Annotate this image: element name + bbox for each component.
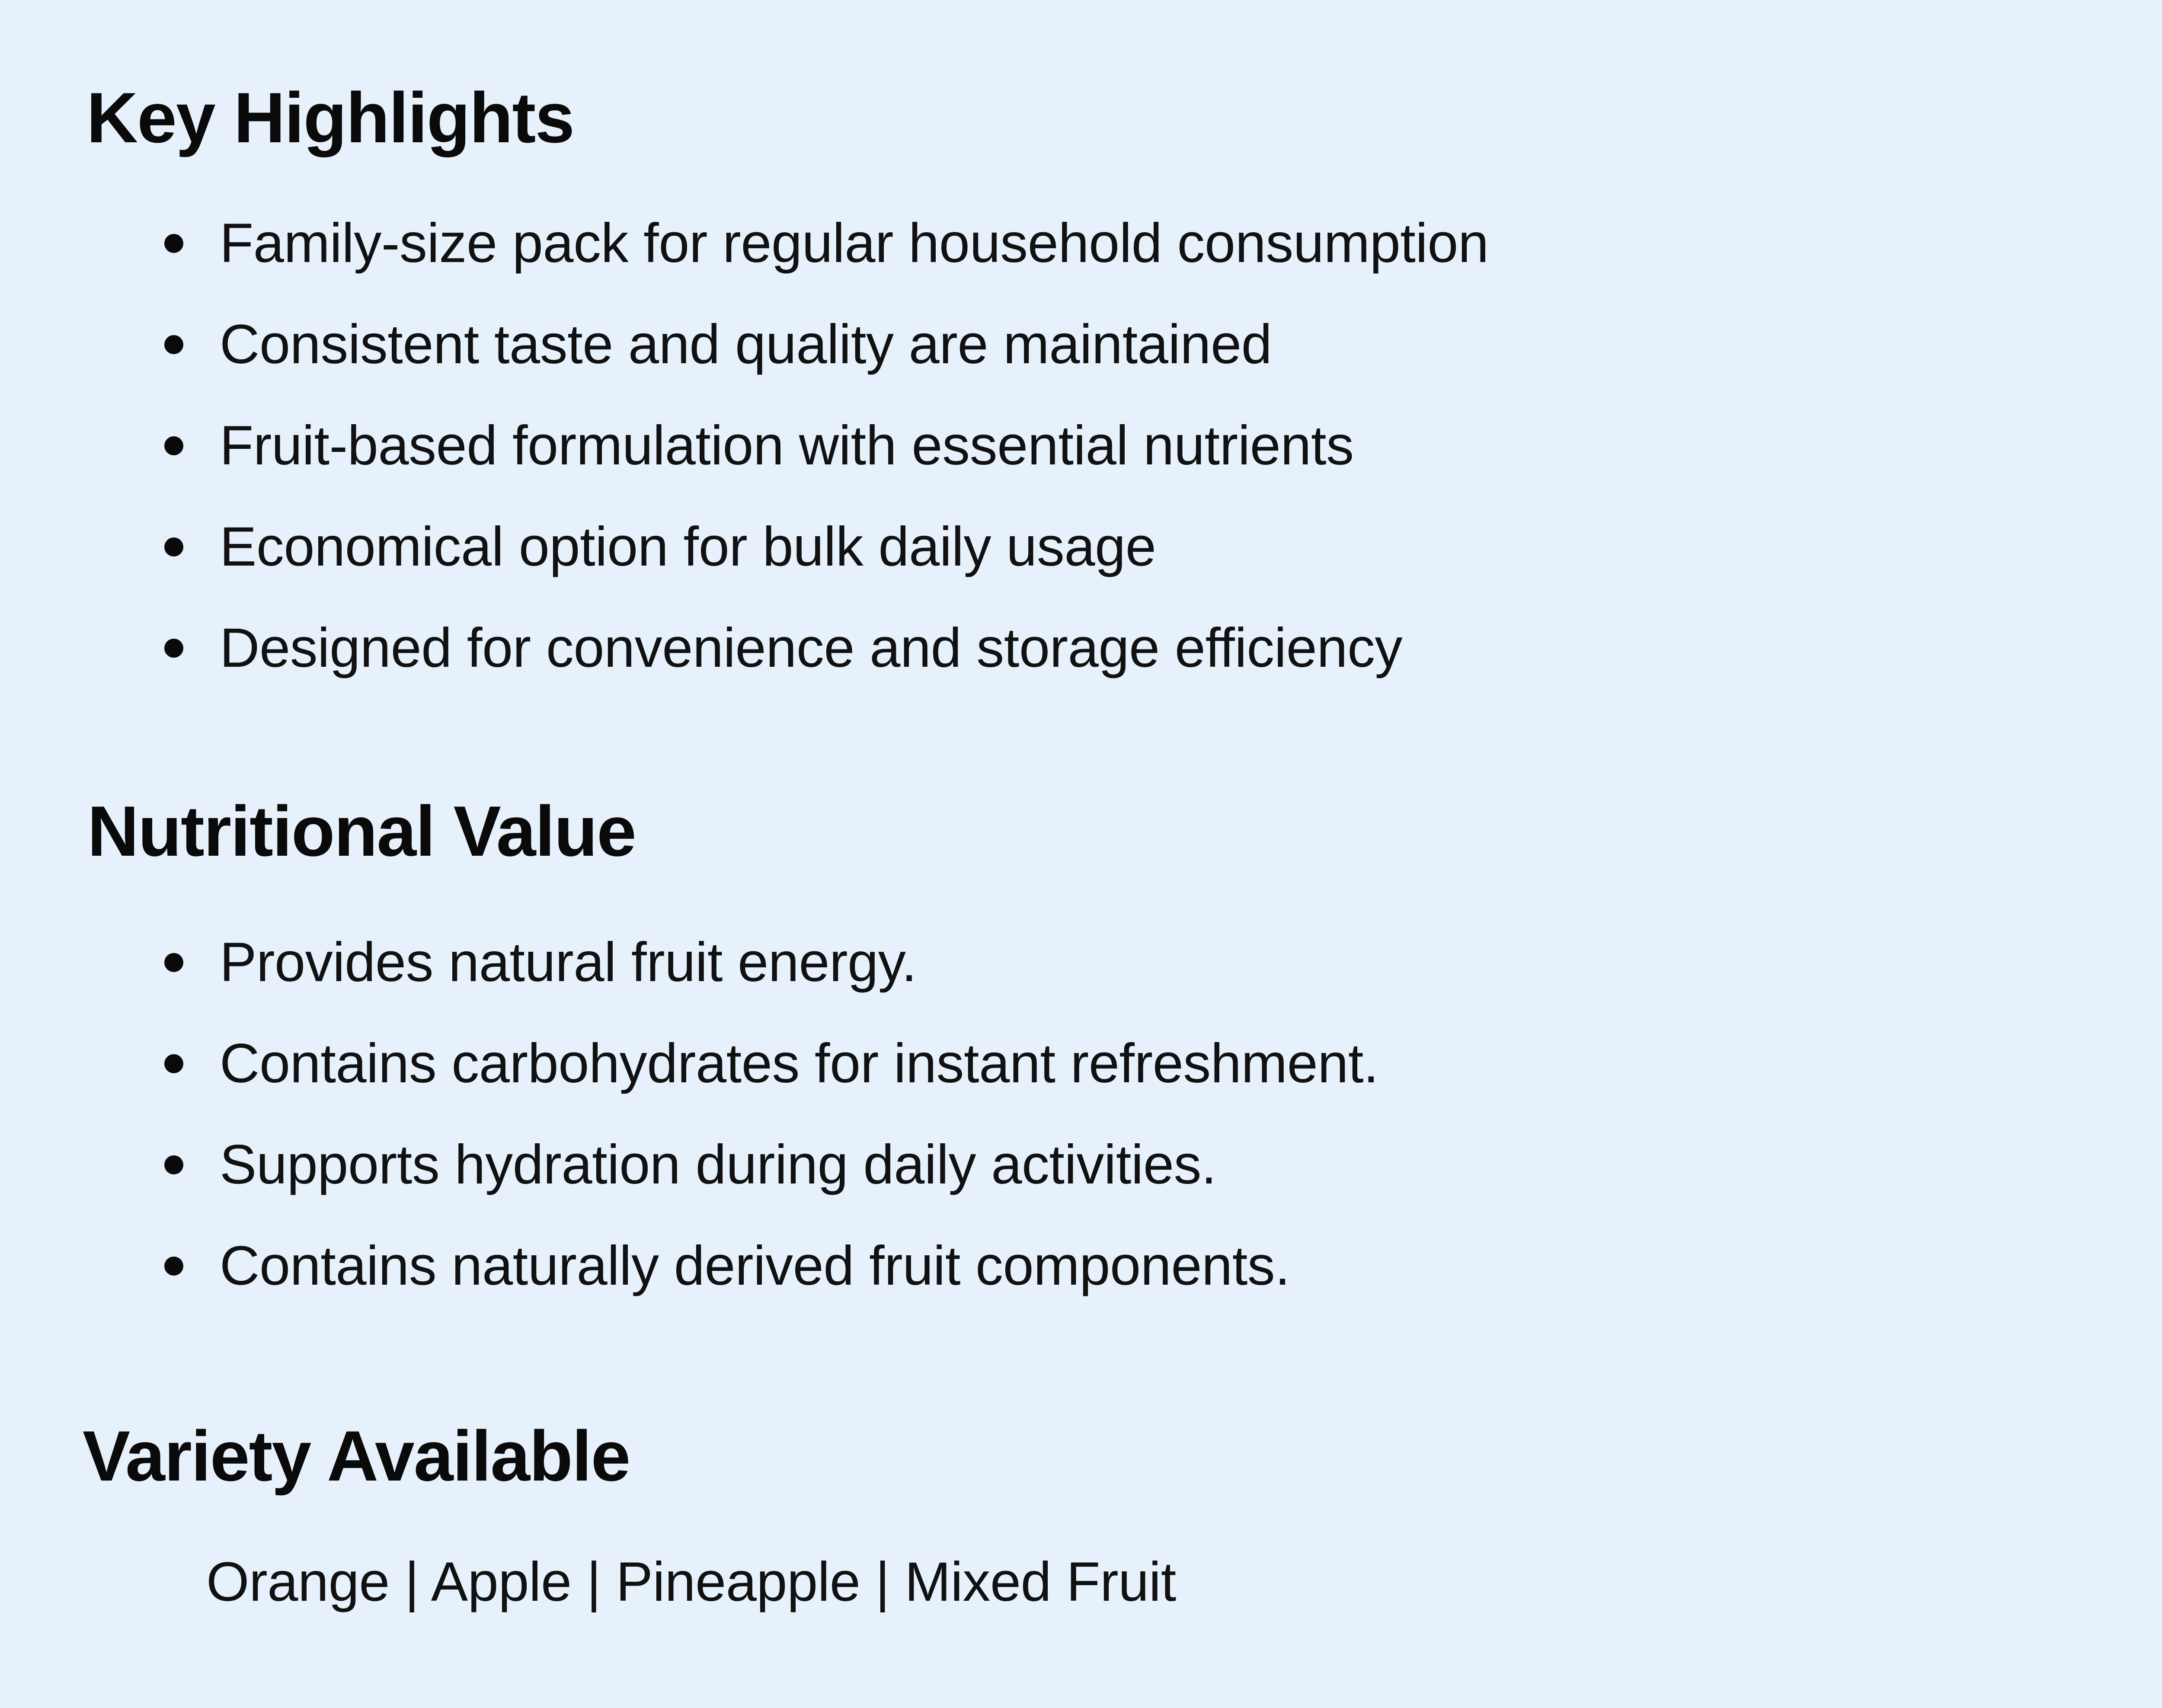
bullet-point-icon bbox=[164, 639, 183, 658]
bullet-point-icon bbox=[164, 234, 183, 253]
bullet-point-icon bbox=[164, 335, 183, 354]
list-item-label: Contains naturally derived fruit compone… bbox=[220, 1235, 1290, 1297]
list-item: Contains carbohydrates for instant refre… bbox=[97, 1013, 1379, 1114]
list-item: Supports hydration during daily activiti… bbox=[97, 1114, 1378, 1215]
list-item-label: Economical option for bulk daily usage bbox=[220, 516, 1156, 578]
list-item-label: Fruit-based formulation with essential n… bbox=[220, 415, 1354, 477]
section-heading-variety-available: Variety Available bbox=[83, 1416, 630, 1496]
bullet-list-key-highlights: Family-size pack for regular household c… bbox=[97, 193, 1489, 699]
list-item: Designed for convenience and storage eff… bbox=[97, 598, 1489, 699]
list-item-label: Consistent taste and quality are maintai… bbox=[220, 313, 1272, 375]
list-item: Fruit-based formulation with essential n… bbox=[97, 395, 1489, 496]
list-item: Provides natural fruit energy. bbox=[97, 912, 1378, 1013]
bullet-point-icon bbox=[164, 1054, 183, 1073]
section-heading-key-highlights: Key Highlights bbox=[86, 78, 575, 157]
bullet-list-nutritional-value: Provides natural fruit energy. Contains … bbox=[97, 912, 1379, 1317]
section-heading-nutritional-value: Nutritional Value bbox=[87, 791, 636, 871]
list-item: Contains naturally derived fruit compone… bbox=[97, 1215, 1378, 1317]
list-item: Economical option for bulk daily usage bbox=[97, 496, 1489, 598]
bullet-point-icon bbox=[164, 953, 183, 972]
list-item-label: Contains carbohydrates for instant refre… bbox=[220, 1033, 1379, 1094]
bullet-point-icon bbox=[164, 436, 183, 455]
list-item-label: Family-size pack for regular household c… bbox=[220, 212, 1489, 274]
list-item-label: Designed for convenience and storage eff… bbox=[220, 617, 1403, 679]
list-item: Family-size pack for regular household c… bbox=[97, 193, 1489, 294]
bullet-point-icon bbox=[164, 537, 183, 557]
list-item-label: Supports hydration during daily activiti… bbox=[220, 1134, 1217, 1196]
bullet-point-icon bbox=[164, 1155, 183, 1174]
list-item-label: Provides natural fruit energy. bbox=[220, 931, 917, 993]
bullet-point-icon bbox=[164, 1257, 183, 1276]
list-item: Consistent taste and quality are maintai… bbox=[97, 294, 1489, 395]
variety-available-value: Orange | Apple | Pineapple | Mixed Fruit bbox=[206, 1551, 1176, 1613]
